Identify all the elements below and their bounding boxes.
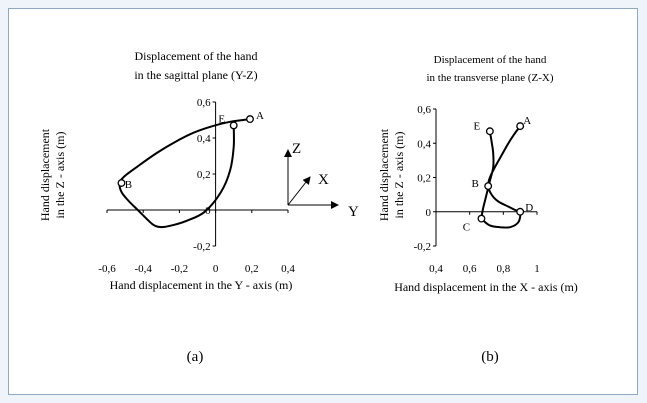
panel-a-x-tick-label: 0: [213, 263, 219, 275]
panel-a-y-axis-label: Hand displacementin the Z - axis (m): [38, 128, 67, 221]
panel-b-point-a: [516, 122, 525, 131]
panel-b-y-tick-label: 0,6: [417, 104, 431, 116]
panel-a-y-tick-label: 0,2: [197, 169, 211, 181]
panel-b-y-axis-label: Hand displacementin the Z - axis (m): [377, 128, 406, 221]
panel-b-x-tick-label: 0,6: [463, 263, 477, 275]
panel-a-hand-trajectory: [118, 118, 251, 229]
panel-a-point-e: [229, 121, 238, 130]
x-axis-glyph-label: X: [318, 172, 329, 188]
panel-a-x-axis-label: Hand displacement in the Y - axis (m): [110, 278, 293, 292]
panel-b-y-tick-label: 0: [426, 207, 432, 219]
panel-a-title-line: Displacement of the hand: [135, 49, 258, 63]
panel-a-point-b: [117, 179, 126, 187]
panel-b-point-e: [485, 127, 494, 136]
panel-a-y-tick-label: 0,6: [197, 97, 211, 109]
panel-a-caption: (a): [187, 349, 204, 365]
panel-a-y-axis-label-line: Hand displacement: [38, 128, 52, 221]
panel-a-point-a: [246, 115, 254, 124]
panel-b-title-line: Displacement of the hand: [434, 54, 547, 66]
panel-a-point-label-b: B: [125, 179, 132, 191]
panel-b-point-label-e: E: [473, 120, 480, 132]
panel-a-x-tick-label: 0,4: [281, 263, 295, 275]
panel-b-y-axis-label-line: in the Z - axis (m): [392, 132, 406, 219]
x-axis-arrow: [287, 176, 311, 206]
panel-b-x-tick-label: 1: [534, 263, 540, 275]
panel-a-x-tick-label: -0,4: [134, 263, 152, 275]
panel-b-hand-trajectory: [480, 125, 522, 229]
panel-a-y-tick-label: 0: [205, 205, 211, 217]
panel-a-y-tick-label: 0,4: [197, 133, 211, 145]
panel-b-point-c: [477, 214, 486, 223]
y-axis-glyph-label: Y: [348, 204, 359, 220]
panel-a-point-label-a: A: [256, 110, 264, 122]
panel-a-y-axis-label-line: in the Z - axis (m): [53, 132, 67, 219]
panel-b-point-label-c: C: [463, 222, 470, 234]
panel-b-point-d: [516, 207, 525, 216]
panel-b-y-tick-label: -0,2: [414, 241, 431, 253]
figure-frame: [8, 8, 638, 395]
panel-b-point-label-a: A: [523, 115, 531, 127]
panel-a-x-tick-label: -0,6: [98, 263, 116, 275]
panel-b-y-axis-label-line: Hand displacement: [377, 128, 391, 221]
panel-b-caption: (b): [481, 349, 499, 365]
panel-b-y-tick-label: 0,2: [417, 173, 431, 185]
panel-a-y-tick-label: -0,2: [193, 241, 210, 253]
panel-b-x-tick-label: 0,4: [429, 263, 443, 275]
panel-b-point-b: [484, 182, 493, 191]
panel-b-point-label-d: D: [525, 202, 533, 214]
panel-b-title-line: in the transverse plane (Z-X): [426, 72, 553, 84]
panel-b-x-tick-label: 0,8: [496, 263, 510, 275]
panel-b-y-tick-label: 0,4: [417, 138, 431, 150]
panel-a-point-label-e: E: [218, 113, 225, 125]
panel-b-point-label-b: B: [472, 178, 479, 190]
panel-a-title-line: in the sagittal plane (Y-Z): [134, 68, 257, 82]
panel-b-x-axis-label: Hand displacement in the X - axis (m): [394, 280, 578, 294]
panel-a-x-tick-label: 0,2: [245, 263, 259, 275]
z-axis-glyph-label: Z: [292, 141, 301, 157]
panel-a-x-tick-label: -0,2: [171, 263, 188, 275]
